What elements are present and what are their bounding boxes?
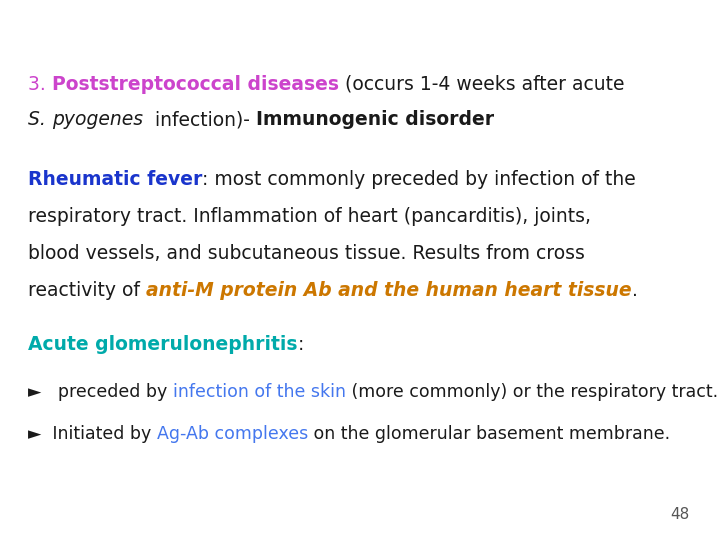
Text: 3.: 3. <box>28 75 52 94</box>
Text: Acute glomerulonephritis: Acute glomerulonephritis <box>28 335 297 354</box>
Text: 48: 48 <box>670 507 689 522</box>
Text: Rheumatic fever: Rheumatic fever <box>28 170 202 189</box>
Text: Immunogenic disorder: Immunogenic disorder <box>256 110 494 129</box>
Text: respiratory tract. Inflammation of heart (pancarditis), joints,: respiratory tract. Inflammation of heart… <box>28 207 591 226</box>
Text: ►  Initiated by: ► Initiated by <box>28 425 157 443</box>
Text: infection of the skin: infection of the skin <box>173 383 346 401</box>
Text: :: : <box>297 335 304 354</box>
Text: .: . <box>631 281 637 300</box>
Text: S.: S. <box>28 110 52 129</box>
Text: anti-M protein Ab and the human heart tissue: anti-M protein Ab and the human heart ti… <box>146 281 631 300</box>
Text: Poststreptococcal diseases: Poststreptococcal diseases <box>52 75 338 94</box>
Text: pyogenes: pyogenes <box>52 110 143 129</box>
Text: on the glomerular basement membrane.: on the glomerular basement membrane. <box>308 425 670 443</box>
Text: reactivity of: reactivity of <box>28 281 146 300</box>
Text: infection)-: infection)- <box>143 110 256 129</box>
Text: blood vessels, and subcutaneous tissue. Results from cross: blood vessels, and subcutaneous tissue. … <box>28 244 585 263</box>
Text: ►   preceded by: ► preceded by <box>28 383 173 401</box>
Text: (more commonly) or the respiratory tract.: (more commonly) or the respiratory tract… <box>346 383 718 401</box>
Text: (occurs 1-4 weeks after acute: (occurs 1-4 weeks after acute <box>338 75 624 94</box>
Text: : most commonly preceded by infection of the: : most commonly preceded by infection of… <box>202 170 636 189</box>
Text: Ag-Ab complexes: Ag-Ab complexes <box>157 425 308 443</box>
